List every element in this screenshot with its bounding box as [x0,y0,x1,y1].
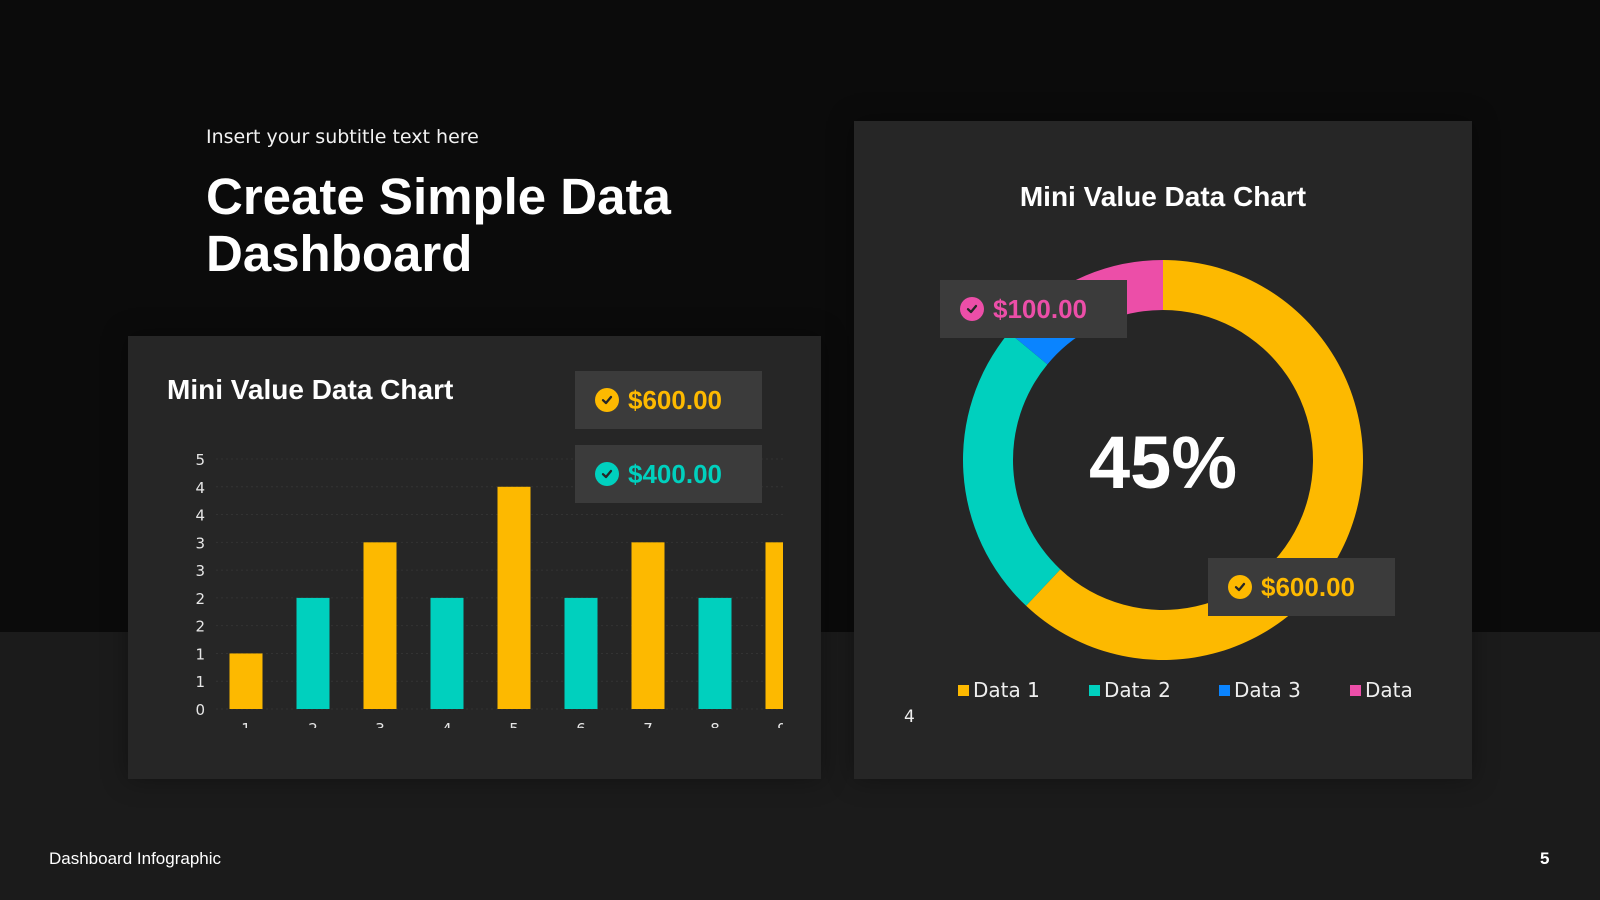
y-tick-label: 2 [195,618,205,636]
check-circle-icon [595,388,619,412]
bar-6 [564,597,598,709]
bar-5 [497,486,531,709]
x-tick-label: 4 [442,720,452,738]
value-badge-donut-1: $100.00 [940,280,1127,338]
badge-value: $400.00 [628,458,722,489]
x-tick-label: 2 [308,720,318,738]
x-tick-label: 6 [576,720,586,738]
bar-9 [765,542,783,709]
donut-slice-2 [963,332,1061,606]
y-tick-label: 3 [195,562,205,580]
legend-label: Data [1365,678,1413,702]
legend-item-data-4: Data [1350,678,1413,702]
donut-legend: Data 1 Data 2 Data 3 Data [958,678,1413,702]
y-tick-label: 0 [195,701,205,719]
bar-2 [296,597,330,709]
y-tick-label: 4 [195,479,205,497]
legend-overflow-text: 4 [904,707,915,727]
bar-4 [430,597,464,709]
x-tick-label: 3 [375,720,385,738]
y-tick-label: 3 [195,534,205,552]
y-tick-label: 5 [195,451,205,469]
y-tick-label: 1 [195,645,205,663]
bar-8 [698,597,732,709]
legend-item-data-3: Data 3 [1219,678,1350,702]
x-tick-label: 1 [241,720,251,738]
page-number: 5 [1540,849,1550,868]
legend-swatch [1089,684,1100,696]
x-tick-label: 7 [643,720,653,738]
donut-chart-card: Mini Value Data Chart [854,121,1472,779]
donut-center-value: 45% [1088,421,1238,504]
badge-value: $100.00 [993,293,1087,324]
bar-chart-title: Mini Value Data Chart [167,374,454,405]
slide-subtitle: Insert your subtitle text here [206,126,479,148]
slide-title: Create Simple Data Dashboard [206,168,671,282]
legend-swatch [1350,684,1361,696]
bar-chart: 0 1 1 2 2 3 3 4 4 5 1 2 3 4 5 6 7 8 9 [195,451,787,738]
bar-1 [229,653,263,709]
y-tick-label: 2 [195,590,205,608]
legend-swatch [958,684,969,696]
footer-label: Dashboard Infographic [49,849,222,868]
x-tick-label: 9 [777,720,787,738]
check-circle-icon [960,297,984,321]
x-tick-label: 8 [710,720,720,738]
legend-item-data-1: Data 1 [958,678,1089,702]
legend-label: Data 3 [1234,678,1301,702]
donut-chart-title: Mini Value Data Chart [1019,181,1307,212]
value-badge-donut-2: $600.00 [1208,558,1395,616]
badge-value: $600.00 [628,384,722,415]
value-badge-bar-1: $600.00 [575,371,762,429]
legend-item-data-2: Data 2 [1089,678,1219,702]
bar-7 [631,542,665,709]
legend-label: Data 2 [1104,678,1171,702]
bar-3 [363,542,397,709]
x-tick-label: 5 [509,720,519,738]
y-tick-label: 4 [195,507,205,525]
value-badge-bar-2: $400.00 [575,445,762,503]
legend-label: Data 1 [973,678,1040,702]
check-circle-icon [1228,575,1252,599]
y-tick-label: 1 [195,673,205,691]
legend-swatch [1219,684,1230,696]
badge-value: $600.00 [1261,571,1355,602]
check-circle-icon [595,462,619,486]
